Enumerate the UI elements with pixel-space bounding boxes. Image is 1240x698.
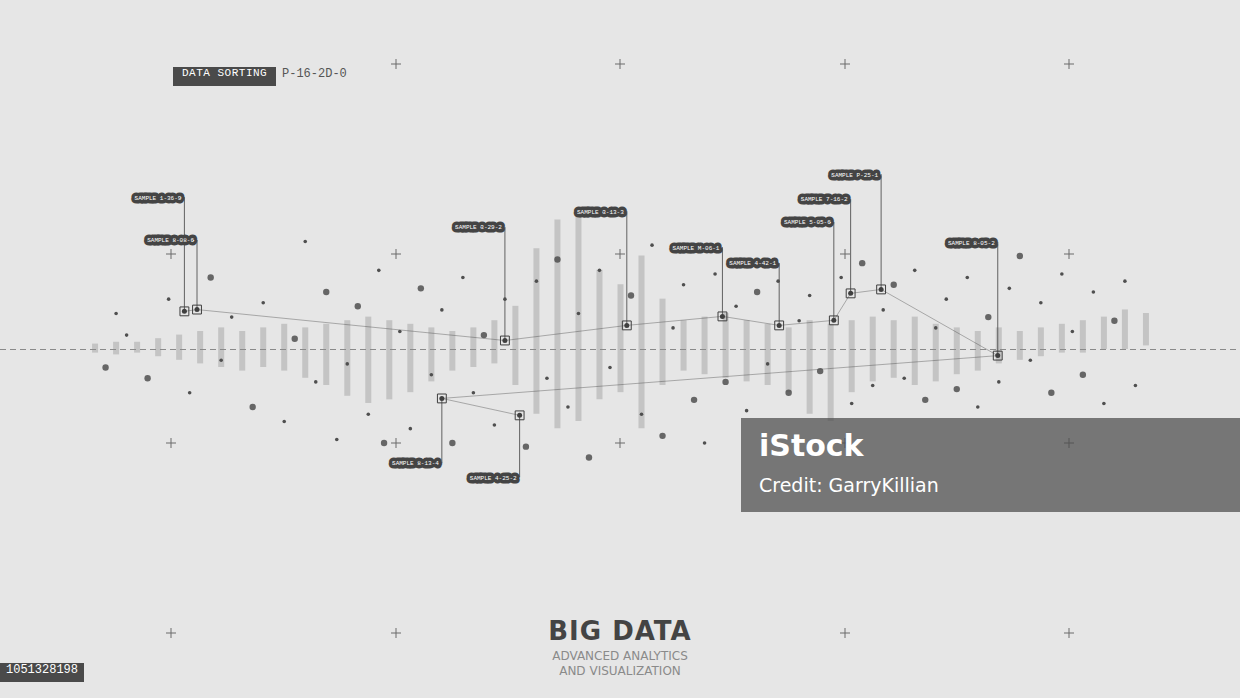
svg-text:SAMPLE 1-36-9: SAMPLE 1-36-9 <box>135 195 182 202</box>
html-text:ADVANCED ANALYTICS: ADVANCED ANALYTICS <box>552 649 688 663</box>
svg-text:SAMPLE 8-05-2: SAMPLE 8-05-2 <box>948 240 995 247</box>
svg-text:SAMPLE 4-42-1: SAMPLE 4-42-1 <box>729 260 776 267</box>
html-text:DATA SORTING: DATA SORTING <box>182 67 268 79</box>
html-text:1051328198: 1051328198 <box>6 663 78 677</box>
svg-text:SAMPLE 3-29-2: SAMPLE 3-29-2 <box>455 224 502 231</box>
svg-text:SAMPLE 5-05-6: SAMPLE 5-05-6 <box>784 219 831 226</box>
html-text:AND VISUALIZATION: AND VISUALIZATION <box>559 664 681 678</box>
svg-text:SAMPLE P-25-1: SAMPLE P-25-1 <box>831 172 878 179</box>
html-text:Credit: GarryKillian: Credit: GarryKillian <box>759 474 939 496</box>
svg-text:SAMPLE 8-08-6: SAMPLE 8-08-6 <box>147 237 194 244</box>
html-text:P-16-2D-0: P-16-2D-0 <box>282 67 347 81</box>
svg-text:SAMPLE 7-16-2: SAMPLE 7-16-2 <box>801 196 848 203</box>
svg-text:SAMPLE M-06-1: SAMPLE M-06-1 <box>673 245 720 252</box>
html-text:iStock: iStock <box>759 428 864 463</box>
svg-text:SAMPLE 8-13-4: SAMPLE 8-13-4 <box>392 460 439 467</box>
html-text:BIG DATA: BIG DATA <box>548 616 692 646</box>
svg-text:SAMPLE 4-25-2: SAMPLE 4-25-2 <box>470 475 517 482</box>
svg-text:SAMPLE 3-13-3: SAMPLE 3-13-3 <box>577 209 624 216</box>
